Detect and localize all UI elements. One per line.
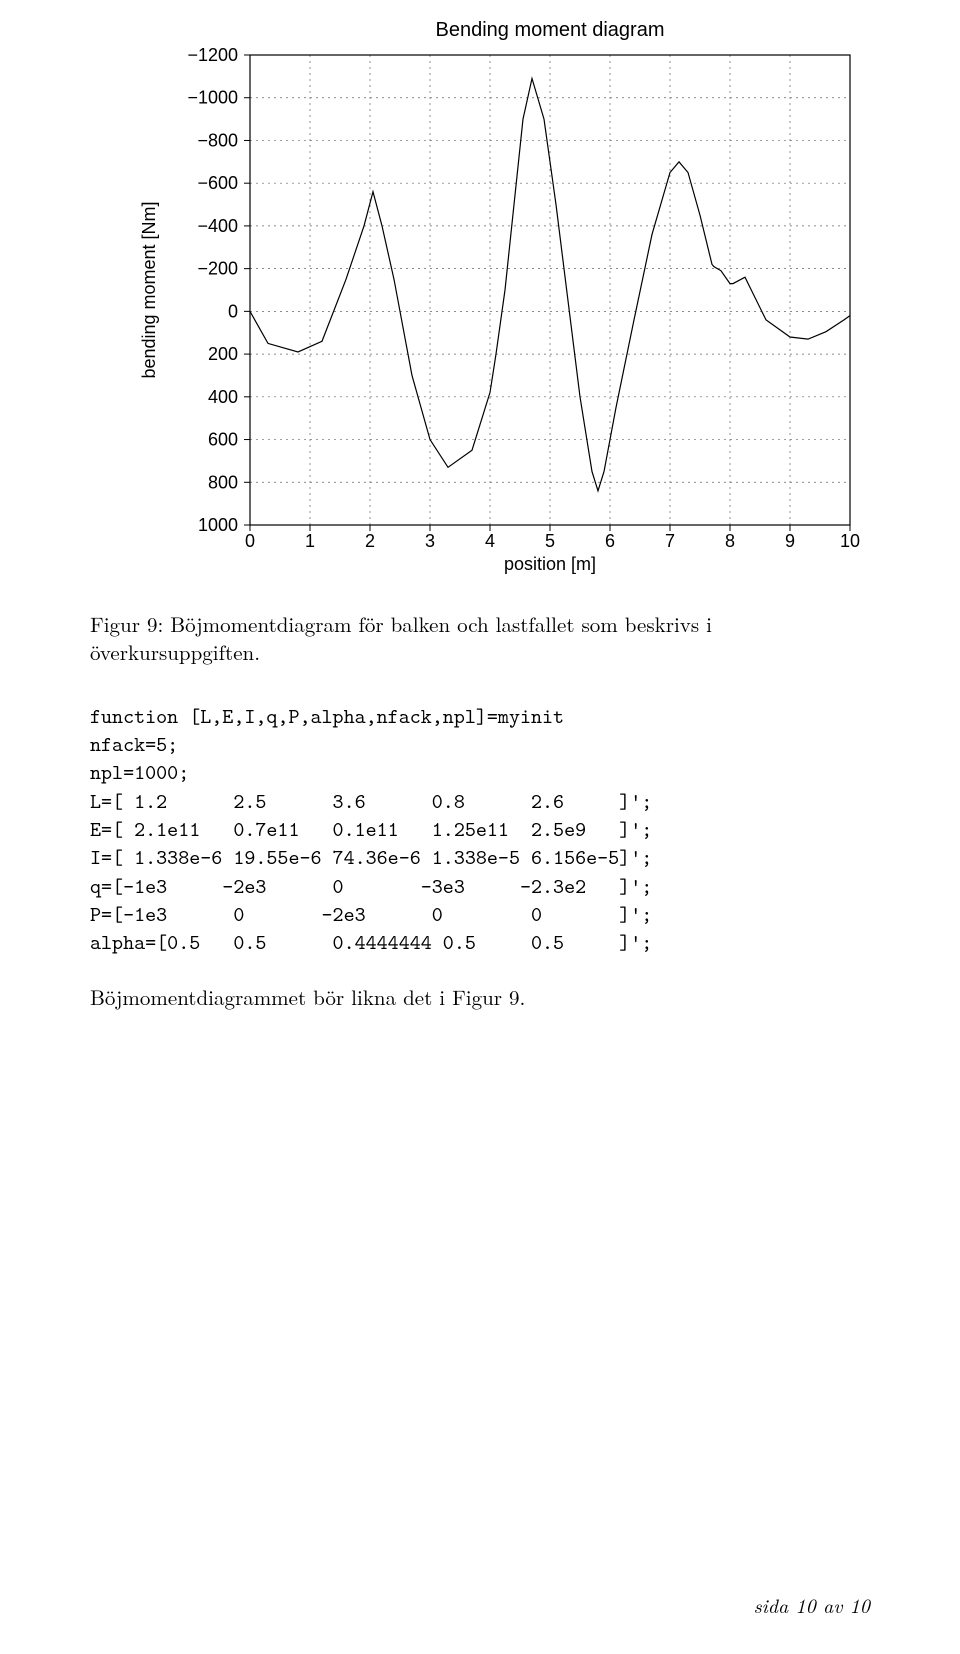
svg-text:4: 4	[485, 531, 495, 551]
svg-text:1000: 1000	[198, 515, 238, 535]
caption-label: Figur 9:	[90, 609, 163, 639]
chart-svg: Bending moment diagram 0 1 2 3 4 5 6 7 8 9 10 −1200 −…	[90, 20, 870, 585]
svg-text:10: 10	[840, 531, 860, 551]
svg-text:−1200: −1200	[187, 45, 238, 65]
figure-caption: Figur 9: Böjmomentdiagram för balken och…	[90, 610, 870, 667]
svg-text:400: 400	[208, 387, 238, 407]
svg-text:0: 0	[228, 301, 238, 321]
svg-text:−200: −200	[197, 259, 238, 279]
svg-text:3: 3	[425, 531, 435, 551]
svg-text:−600: −600	[197, 173, 238, 193]
svg-text:7: 7	[665, 531, 675, 551]
svg-text:−800: −800	[197, 130, 238, 150]
svg-text:1: 1	[305, 531, 315, 551]
svg-text:9: 9	[785, 531, 795, 551]
svg-text:800: 800	[208, 472, 238, 492]
closing-text: Böjmomentdiagrammet bör likna det i Figu…	[90, 982, 870, 1012]
svg-text:8: 8	[725, 531, 735, 551]
svg-text:bending moment [Nm]: bending moment [Nm]	[139, 201, 159, 378]
svg-text:600: 600	[208, 430, 238, 450]
svg-text:Bending moment diagram: Bending moment diagram	[435, 20, 664, 41]
caption-text: Böjmomentdiagram för balken och lastfall…	[90, 609, 712, 667]
svg-text:6: 6	[605, 531, 615, 551]
bending-moment-chart: Bending moment diagram 0 1 2 3 4 5 6 7 8 9 10 −1200 −…	[90, 20, 870, 585]
svg-text:position [m]: position [m]	[504, 554, 596, 574]
page-footer: sida 10 av 10	[753, 1590, 870, 1619]
svg-text:200: 200	[208, 344, 238, 364]
svg-text:2: 2	[365, 531, 375, 551]
svg-text:−400: −400	[197, 216, 238, 236]
myinit-code-block: function [L,E,I,q,P,alpha,nfack,npl]=myi…	[90, 702, 870, 957]
svg-text:−1000: −1000	[187, 88, 238, 108]
svg-text:5: 5	[545, 531, 555, 551]
svg-text:0: 0	[245, 531, 255, 551]
